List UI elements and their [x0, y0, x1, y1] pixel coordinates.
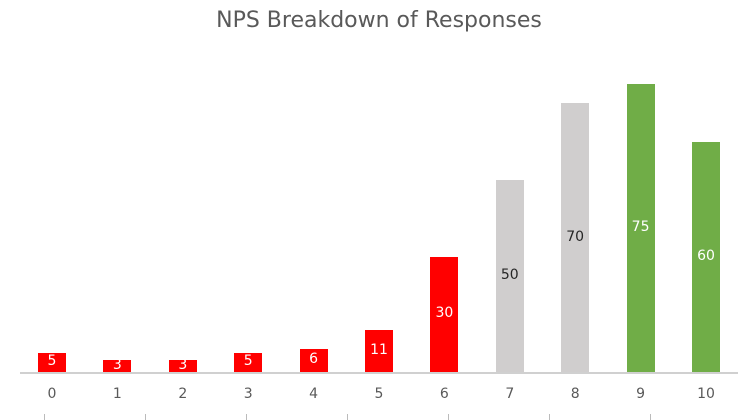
data-label: 70: [566, 228, 585, 245]
x-tick-label: 3: [243, 386, 253, 402]
tick-mark: [448, 414, 449, 420]
bar-2: [168, 360, 197, 372]
tick-mark: [347, 414, 348, 420]
data-label: 60: [697, 247, 715, 264]
x-tick-label: 4: [309, 386, 319, 402]
chart-title: NPS Breakdown of Responses: [216, 8, 542, 33]
bar-0: [38, 352, 66, 372]
bar-8: [561, 103, 590, 372]
x-tick-label: 8: [570, 386, 580, 402]
bar-3: [234, 352, 263, 372]
bar-5: [365, 329, 393, 372]
x-tick-label: 0: [47, 386, 57, 402]
data-label: 3: [178, 357, 188, 374]
tick-mark: [145, 414, 146, 420]
data-label: 6: [309, 351, 319, 368]
data-label: 3: [112, 357, 122, 374]
x-tick-label: 9: [636, 386, 646, 402]
data-label: 75: [631, 219, 650, 235]
tick-mark: [44, 414, 45, 420]
bar-4: [299, 348, 328, 372]
x-tick-label: 6: [439, 386, 449, 402]
x-tick-label: 1: [112, 386, 122, 402]
tick-mark: [246, 414, 247, 420]
bar-10: [692, 141, 720, 372]
x-tick-label: 10: [697, 386, 715, 402]
data-label: 5: [47, 353, 57, 370]
bar-7: [495, 180, 524, 372]
bar-9: [626, 84, 655, 372]
data-label: 30: [435, 305, 454, 322]
data-label: 50: [500, 267, 519, 283]
data-label: 5: [243, 353, 253, 370]
x-tick-label: 5: [374, 386, 384, 402]
bar-1: [103, 360, 132, 372]
data-label: 11: [370, 341, 388, 358]
x-axis-line: [20, 372, 738, 374]
tick-mark: [549, 414, 550, 420]
bar-6: [430, 256, 459, 372]
x-tick-label: 7: [505, 386, 515, 402]
x-tick-label: 2: [178, 386, 188, 402]
tick-mark: [650, 414, 651, 420]
